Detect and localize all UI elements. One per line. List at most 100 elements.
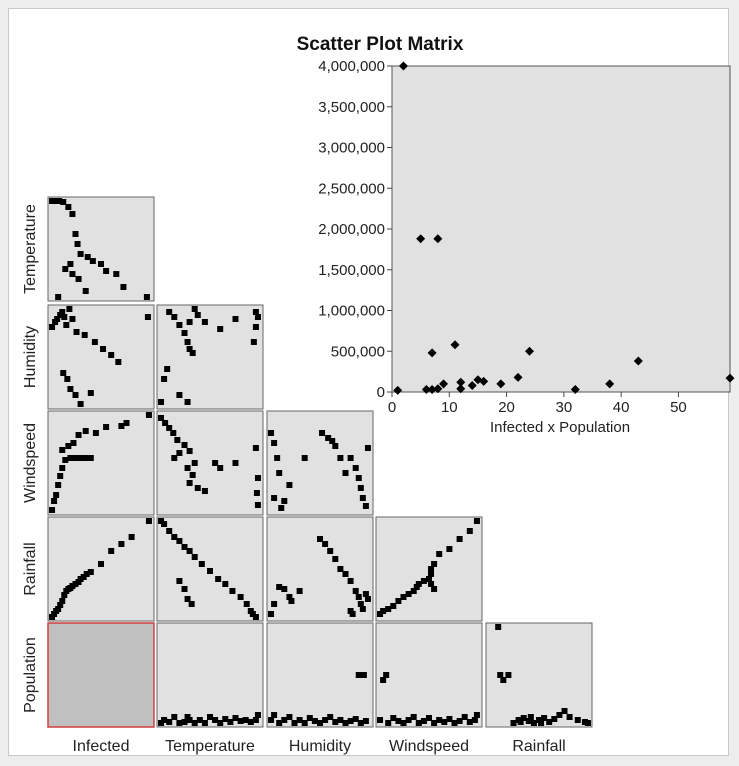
zoom-data-point: [393, 385, 403, 395]
matrix-data-point: [347, 455, 354, 461]
column-label: Windspeed: [389, 738, 469, 755]
matrix-data-point: [158, 720, 165, 726]
matrix-cell[interactable]: [266, 622, 374, 728]
matrix-data-point: [118, 423, 125, 429]
matrix-data-point: [73, 329, 80, 335]
zoom-data-point: [570, 385, 580, 395]
matrix-cell[interactable]: [375, 622, 483, 728]
matrix-data-point: [301, 720, 308, 726]
zoom-data-point: [467, 380, 477, 390]
matrix-data-point: [390, 603, 397, 609]
x-tick-label: 10: [441, 399, 458, 416]
matrix-data-point: [82, 428, 89, 434]
matrix-data-point: [74, 241, 81, 247]
matrix-data-point: [357, 720, 364, 726]
matrix-data-point: [176, 450, 183, 456]
matrix-data-point: [227, 719, 234, 725]
matrix-data-point: [118, 541, 125, 547]
matrix-data-point: [451, 720, 458, 726]
matrix-data-point: [84, 254, 91, 260]
matrix-data-point: [383, 672, 390, 678]
matrix-data-point: [161, 376, 168, 382]
matrix-data-point: [497, 672, 504, 678]
matrix-data-point: [466, 719, 473, 725]
matrix-data-point: [186, 548, 193, 554]
matrix-data-point: [551, 716, 558, 722]
matrix-data-point: [188, 601, 195, 607]
matrix-data-point: [69, 583, 76, 589]
matrix-data-point: [471, 717, 478, 723]
matrix-data-point: [495, 624, 502, 630]
matrix-data-point: [229, 588, 236, 594]
zoom-data-point: [416, 234, 426, 244]
matrix-data-point: [415, 720, 422, 726]
matrix-data-point: [170, 430, 177, 436]
matrix-data-point: [59, 465, 66, 471]
matrix-cell[interactable]: [156, 622, 264, 728]
matrix-data-point: [461, 714, 468, 720]
zoom-data-point: [450, 340, 460, 350]
zoom-data-point: [427, 385, 437, 395]
matrix-data-point: [395, 718, 402, 724]
matrix-data-point: [212, 460, 219, 466]
matrix-data-point: [52, 198, 59, 204]
matrix-data-point: [405, 717, 412, 723]
matrix-data-point: [456, 536, 463, 542]
matrix-data-point: [69, 211, 76, 217]
matrix-data-point: [252, 309, 259, 315]
matrix-data-point: [194, 312, 201, 318]
matrix-data-point: [53, 492, 60, 498]
matrix-data-point: [364, 596, 371, 602]
matrix-data-point: [431, 586, 438, 592]
matrix-data-point: [473, 518, 480, 524]
matrix-data-point: [176, 538, 183, 544]
matrix-data-point: [355, 475, 362, 481]
matrix-data-point: [541, 715, 548, 721]
matrix-data-point: [77, 455, 84, 461]
zoom-data-point: [398, 61, 408, 71]
matrix-data-point: [278, 505, 285, 511]
matrix-data-point: [274, 455, 281, 461]
matrix-data-point: [436, 551, 443, 557]
matrix-cell[interactable]: [156, 410, 264, 516]
matrix-data-point: [184, 596, 191, 602]
matrix-data-point: [530, 720, 537, 726]
matrix-cell-selected[interactable]: [47, 622, 155, 728]
matrix-data-point: [546, 719, 553, 725]
matrix-data-point: [288, 598, 295, 604]
matrix-data-point: [103, 424, 110, 430]
matrix-cell[interactable]: [47, 304, 155, 410]
matrix-data-point: [281, 586, 288, 592]
matrix-data-point: [254, 502, 261, 508]
matrix-data-point: [556, 712, 563, 718]
matrix-data-point: [55, 606, 62, 612]
matrix-data-point: [254, 712, 261, 718]
matrix-cell[interactable]: [485, 622, 593, 728]
matrix-cell[interactable]: [266, 410, 374, 516]
row-label: Population: [22, 637, 39, 713]
matrix-data-point: [191, 720, 198, 726]
matrix-data-point: [337, 717, 344, 723]
matrix-data-point: [62, 457, 69, 463]
matrix-data-point: [184, 465, 191, 471]
matrix-data-point: [65, 443, 72, 449]
matrix-data-point: [319, 430, 326, 436]
zoom-data-point: [496, 379, 506, 389]
matrix-data-point: [352, 716, 359, 722]
matrix-data-point: [420, 718, 427, 724]
matrix-data-point: [566, 714, 573, 720]
matrix-cell[interactable]: [266, 516, 374, 622]
matrix-data-point: [128, 534, 135, 540]
matrix-cell[interactable]: [47, 196, 155, 302]
matrix-data-point: [115, 359, 122, 365]
matrix-data-point: [342, 470, 349, 476]
zoom-data-point: [433, 384, 443, 394]
matrix-data-point: [103, 268, 110, 274]
matrix-data-point: [390, 715, 397, 721]
matrix-cell[interactable]: [47, 516, 155, 622]
matrix-data-point: [268, 611, 275, 617]
matrix-data-point: [123, 420, 130, 426]
matrix-data-point: [145, 412, 152, 418]
matrix-cell[interactable]: [156, 304, 264, 410]
